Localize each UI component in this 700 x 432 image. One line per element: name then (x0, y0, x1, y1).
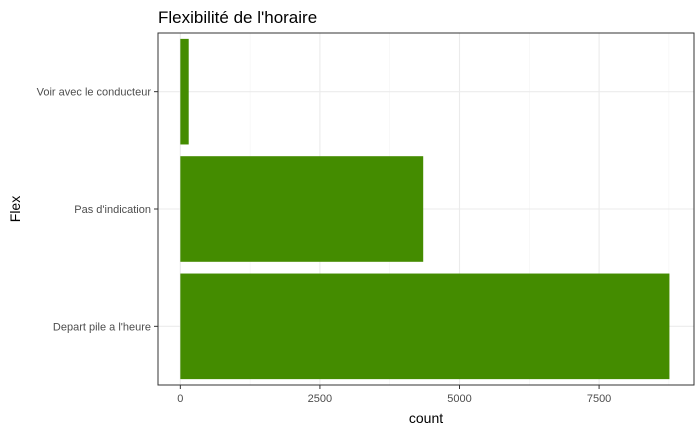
x-axis: 0 2500 5000 7500 (177, 385, 611, 405)
y-tick-label: Voir avec le conducteur (37, 87, 152, 99)
bars (180, 38, 670, 380)
y-axis: Depart pile a l'heure Pas d'indication Voi… (37, 87, 158, 333)
x-tick-label: 2500 (308, 393, 332, 405)
x-axis-title: count (409, 410, 443, 426)
bar (180, 156, 424, 262)
bar (180, 273, 670, 380)
chart-title: Flexibilité de l'horaire (158, 8, 317, 27)
y-tick-label: Depart pile a l'heure (53, 321, 151, 333)
bar (180, 38, 189, 145)
y-tick-label: Pas d'indication (74, 204, 151, 216)
x-tick-label: 0 (177, 393, 183, 405)
x-tick-label: 5000 (447, 393, 471, 405)
x-tick-label: 7500 (587, 393, 611, 405)
y-axis-title: Flex (7, 196, 23, 222)
